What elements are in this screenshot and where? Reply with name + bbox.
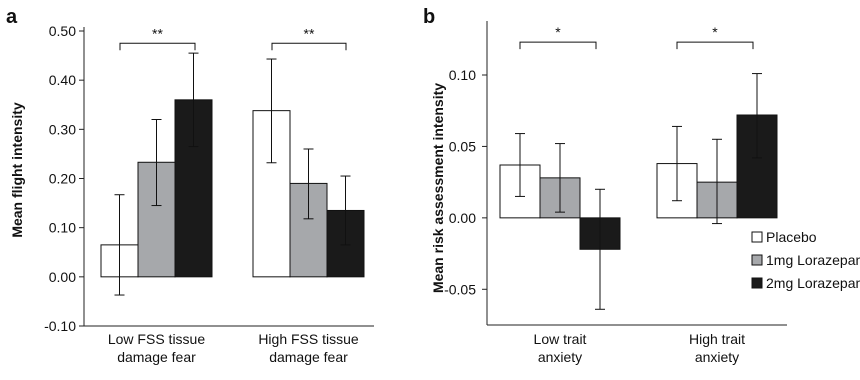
y-tick-label: 0.50 bbox=[49, 23, 76, 39]
y-tick-label: 0.05 bbox=[449, 138, 476, 154]
significance-label: ** bbox=[304, 25, 315, 41]
legend-label: Placebo bbox=[766, 229, 817, 245]
legend-swatch bbox=[751, 277, 763, 289]
panel-b: b Mean risk assessment intensity -0.05 0.… bbox=[423, 6, 860, 365]
legend-swatch bbox=[751, 254, 763, 266]
y-tick-label: 0.20 bbox=[49, 171, 76, 187]
significance-bracket bbox=[271, 42, 347, 51]
significance-bracket bbox=[119, 42, 196, 51]
legend-swatch bbox=[751, 231, 763, 243]
legend-label: 1mg Lorazepam bbox=[766, 252, 860, 268]
y-tick-label: 0.40 bbox=[49, 72, 76, 88]
significance-label: * bbox=[555, 24, 561, 40]
y-tick-label: -0.05 bbox=[444, 281, 476, 297]
significance-bracket bbox=[519, 41, 597, 50]
significance-label: ** bbox=[152, 25, 163, 41]
significance-bracket bbox=[676, 41, 754, 50]
panel-b-letter: b bbox=[423, 6, 435, 28]
y-tick-label: 0.00 bbox=[49, 269, 76, 285]
x-category-label: damage fear bbox=[269, 349, 348, 365]
x-category-label: High trait bbox=[689, 331, 745, 347]
y-tick-label: 0.10 bbox=[49, 220, 76, 236]
legend-label: 2mg Lorazepam bbox=[766, 275, 860, 291]
x-category-label: High FSS tissue bbox=[258, 331, 359, 347]
y-tick-label: 0.00 bbox=[449, 210, 476, 226]
y-tick-label: 0.10 bbox=[449, 67, 476, 83]
y-tick-label: 0.30 bbox=[49, 121, 76, 137]
panel-b-y-axis-label: Mean risk assessment intensity bbox=[430, 83, 446, 293]
x-category-label: anxiety bbox=[695, 349, 739, 365]
x-category-label: damage fear bbox=[117, 349, 196, 365]
panel-a-letter: a bbox=[6, 6, 18, 28]
x-category-label: anxiety bbox=[538, 349, 582, 365]
significance-label: * bbox=[712, 24, 718, 40]
x-category-label: Low FSS tissue bbox=[108, 331, 205, 347]
x-category-label: Low trait bbox=[534, 331, 587, 347]
panel-a-y-axis-label: Mean flight intensity bbox=[9, 102, 25, 238]
y-tick-label: -0.10 bbox=[44, 318, 76, 334]
panel-a: a Mean flight intensity -0.10 0.00 0.10 0.2… bbox=[6, 6, 374, 365]
